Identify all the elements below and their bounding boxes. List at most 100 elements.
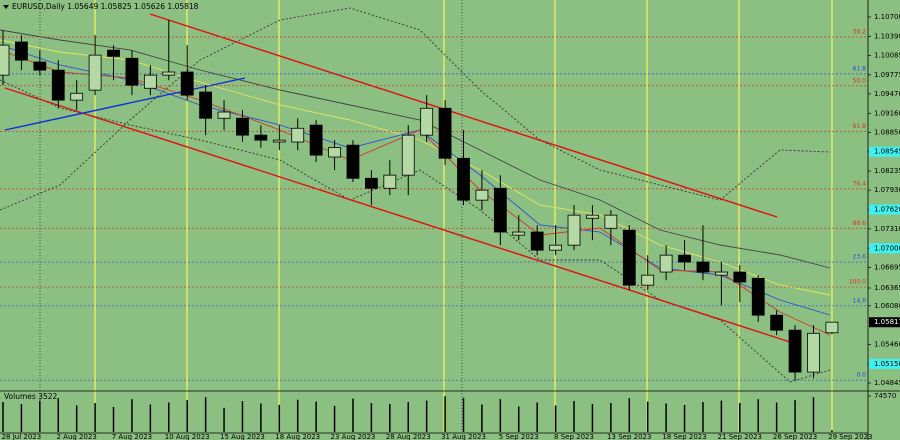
candle-body (15, 41, 28, 61)
candle-body (180, 71, 194, 96)
candle-body (88, 54, 102, 91)
x-tick-label: 8 Sep 2023 (554, 433, 594, 440)
x-tick-label: 5 Sep 2023 (499, 433, 539, 440)
candle-body (438, 107, 452, 159)
candle-body (659, 254, 673, 273)
y-tick-label: 1.04845 (874, 379, 900, 387)
candle-body (346, 144, 360, 179)
y-tick-label: 1.05150 (874, 360, 900, 368)
candle-body (236, 117, 249, 136)
tick-highlight (869, 204, 900, 215)
y-tick-label: 1.10700 (874, 13, 900, 21)
level-label: 61.8 (853, 65, 867, 72)
candle-body (254, 134, 268, 141)
level-label: 0.0 (856, 372, 866, 379)
candle-body (714, 271, 728, 276)
level-label: 14.6 (853, 297, 867, 304)
open-value: 1.05649 (67, 2, 98, 11)
tick-highlight (869, 358, 900, 369)
volume-last: 3522 (38, 392, 57, 401)
tick-highlight (869, 146, 900, 157)
x-tick-label: 13 Sep 2023 (607, 433, 651, 440)
candle-body (33, 61, 47, 71)
symbol: EURUSD,Daily (12, 2, 65, 11)
y-tick-label: 1.06080 (874, 302, 900, 310)
y-tick-label: 1.07930 (874, 186, 900, 194)
x-tick-label: 2 Aug 2023 (56, 433, 96, 440)
candle-body (217, 111, 231, 119)
y-tick-label: 1.06365 (874, 284, 900, 292)
x-tick-label: 26 Sep 2023 (773, 433, 817, 440)
candle-body (696, 261, 710, 273)
tick-highlight (869, 243, 900, 254)
candle-body (457, 157, 470, 201)
candle-body (70, 92, 84, 101)
y-tick-label: 1.07000 (874, 244, 900, 252)
candle-body (328, 147, 341, 158)
candle-body (475, 189, 489, 201)
y-tick-label: 1.10390 (874, 32, 900, 40)
volume-label: Volumes (4, 392, 36, 401)
header-marker (3, 5, 9, 9)
candle-body (107, 49, 120, 57)
x-tick-label: 18 Aug 2023 (275, 433, 320, 440)
x-tick-label: 10 Aug 2023 (165, 433, 210, 440)
candle-body (364, 177, 378, 189)
y-tick-label: 1.10085 (874, 51, 900, 59)
y-tick-label: 1.08850 (874, 129, 900, 137)
current-price-label: 1.05817 (874, 318, 900, 326)
candle-body (143, 74, 157, 89)
x-tick-label: 23 Aug 2023 (331, 433, 376, 440)
close-value: 1.05818 (167, 2, 198, 11)
x-tick-label: 15 Aug 2023 (220, 433, 265, 440)
y-tick-label: 1.08235 (874, 167, 900, 175)
candle-body (825, 321, 839, 334)
candle-body (770, 314, 784, 331)
x-tick-label: 29 Sep 2023 (828, 433, 872, 440)
candle-body (549, 244, 562, 251)
level-label: 50.0 (853, 77, 867, 84)
level-label: 100.0 (849, 279, 866, 286)
level-label: 23.6 (853, 254, 867, 261)
candle-body (493, 187, 507, 233)
chart-header: EURUSD,Daily 1.05649 1.05825 1.05626 1.0… (12, 2, 199, 11)
level-label: 61.8 (853, 123, 867, 130)
candle-body (309, 124, 323, 156)
candle-body (788, 329, 802, 373)
candle-body (530, 231, 544, 251)
candle-body (383, 174, 397, 189)
level-label: 88.6 (853, 220, 867, 227)
candle-body (751, 277, 765, 316)
current-price-box (869, 317, 900, 328)
x-tick-label: 21 Sep 2023 (718, 433, 762, 440)
high-value: 1.05825 (101, 2, 132, 11)
candle-body (807, 332, 820, 373)
candle-body (733, 271, 747, 283)
candle-body (604, 214, 618, 229)
x-tick-label: 28 Aug 2023 (386, 433, 431, 440)
x-tick-label: 28 Jul 2023 (2, 433, 42, 440)
candle-body (512, 231, 526, 236)
y-tick-label: 1.07620 (874, 206, 900, 214)
candle-body (678, 254, 691, 263)
candle-body (622, 229, 636, 286)
candle-body (586, 214, 599, 219)
y-tick-label: 1.06695 (874, 263, 900, 271)
volume-header: Volumes 3522 (4, 392, 58, 401)
y-tick-label: 1.09470 (874, 90, 900, 98)
low-value: 1.05626 (134, 2, 165, 11)
y-tick-label: 1.09775 (874, 71, 900, 79)
y-tick-label: 1.05460 (874, 341, 900, 349)
volume-tick-label: 74570 (874, 392, 896, 400)
candle-body (567, 214, 581, 246)
candle-body (420, 107, 434, 136)
plot (0, 20, 868, 381)
x-tick-label: 18 Sep 2023 (662, 433, 706, 440)
level-label: 38.2 (853, 29, 867, 36)
candle-body (0, 44, 10, 76)
candle-body (401, 134, 415, 176)
y-tick-label: 1.09160 (874, 109, 900, 117)
candle-body (162, 71, 176, 76)
candle-body (125, 57, 139, 86)
